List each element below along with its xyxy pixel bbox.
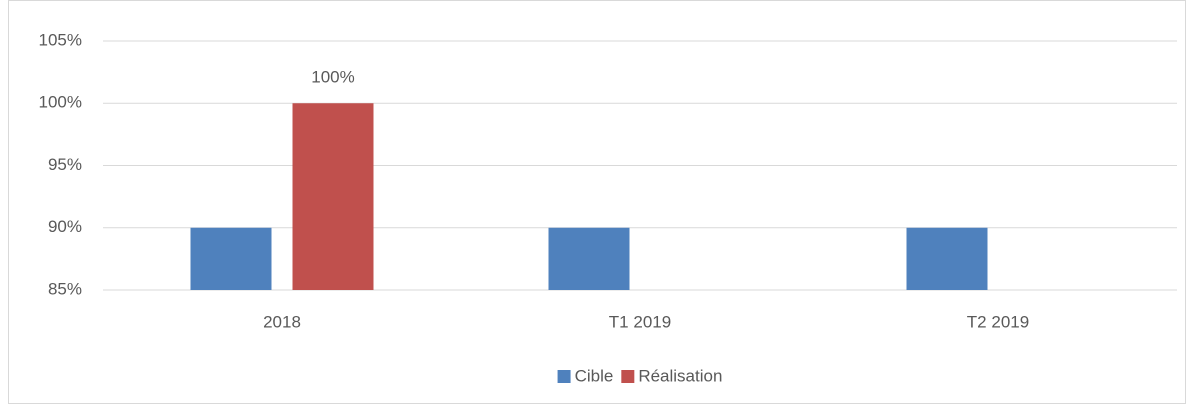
bar	[292, 103, 374, 290]
x-tick-label: T1 2019	[609, 312, 671, 331]
legend-label: Réalisation	[638, 366, 722, 385]
y-tick-label: 90%	[48, 217, 82, 236]
legend-swatch	[557, 370, 571, 383]
bar	[548, 227, 630, 290]
legend-swatch	[621, 370, 635, 383]
y-tick-label: 100%	[39, 93, 82, 112]
legend-label: Cible	[575, 366, 614, 385]
data-label: 100%	[311, 68, 354, 87]
x-tick-label: 2018	[263, 312, 301, 331]
y-tick-label: 95%	[48, 155, 82, 174]
chart-frame	[8, 0, 1186, 404]
bar	[906, 227, 988, 290]
y-tick-label: 85%	[48, 279, 82, 298]
x-tick-label: T2 2019	[967, 312, 1029, 331]
bar	[190, 227, 272, 290]
y-tick-label: 105%	[39, 30, 82, 49]
